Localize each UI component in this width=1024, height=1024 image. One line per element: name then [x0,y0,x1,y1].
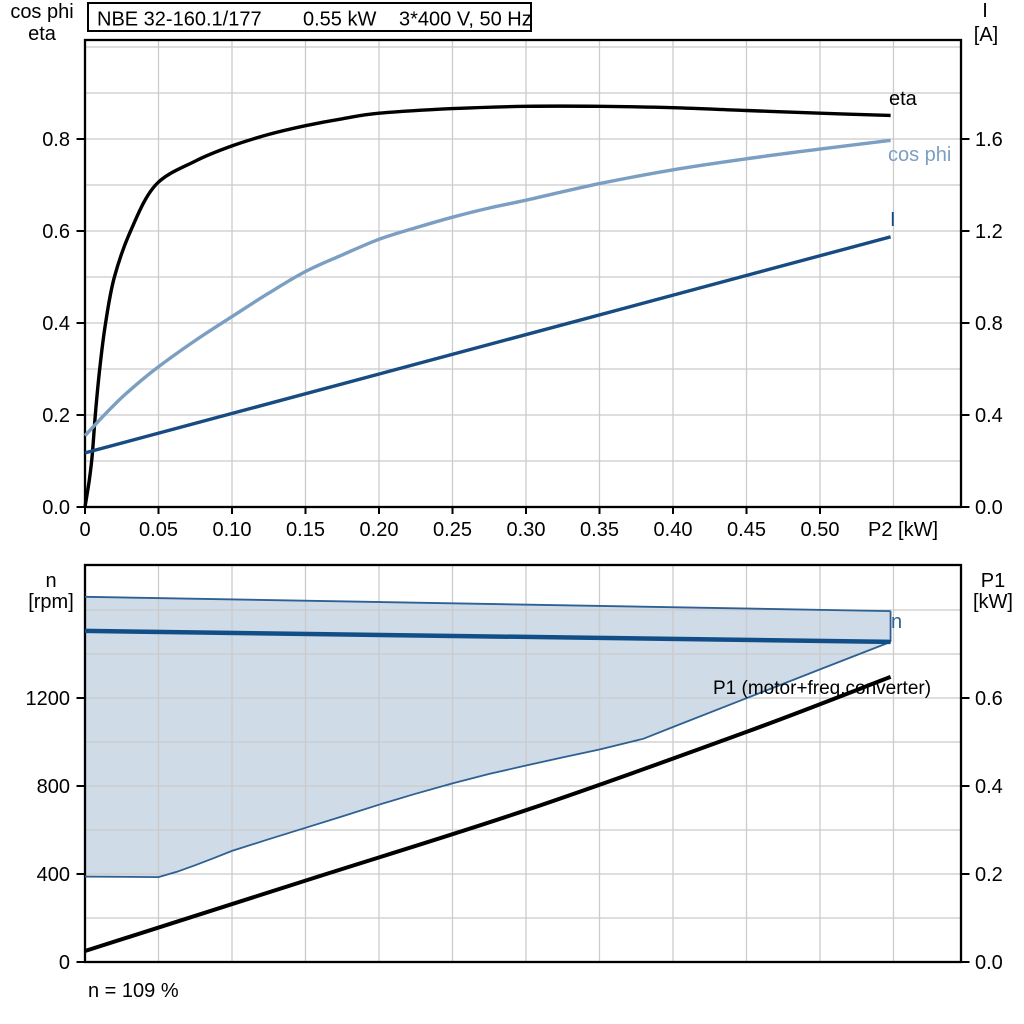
n-curve [84,628,891,645]
speed-range-upper-edge [84,595,891,612]
eta-curve [83,104,891,508]
title-box [87,2,532,32]
x-tick-label: 0.05 [139,519,178,541]
x-tick-label: 0.30 [507,519,546,541]
bottom-left-axis-title-rpm: [rpm] [28,591,74,613]
speed-note: n = 109 % [88,980,179,1002]
bottom-chart-frame [83,563,963,964]
speed-range-lower-edge [84,641,891,879]
eta-curve-label: eta [889,88,918,110]
y-left-tick-label: 0 [59,952,70,974]
y-right-tick-label: 0.6 [975,688,1003,710]
y-left-tick-label: 0.2 [42,405,70,427]
y-left-tick-label: 0.8 [42,129,70,151]
y-right-tick-label: 0.4 [975,776,1003,798]
y-left-tick-label: 800 [37,776,70,798]
y-right-tick-label: 0.4 [975,405,1003,427]
x-tick-label: 0.50 [801,519,840,541]
bottom-left-axis-title-n: n [45,570,56,592]
y-right-tick-label: 1.6 [975,129,1003,151]
bottom-right-axis-title-kw: [kW] [973,591,1013,613]
x-tick-label: 0 [79,519,90,541]
p1-curve-label: P1 (motor+freq.converter) [713,678,931,699]
p1-curve [84,675,892,953]
y-right-tick-label: 1.2 [975,221,1003,243]
y-left-tick-label: 0.6 [42,221,70,243]
x-tick-label: 0.10 [213,519,252,541]
y-left-tick-label: 0.0 [42,497,70,519]
bottom-chart: 0 400 800 1200 0.0 0.2 0.4 0.6 [26,563,1003,974]
cos-phi-curve-label: cos phi [888,144,951,166]
current-curve-label: I [890,209,896,231]
static-labels: cos phi eta I [A] NBE 32-160.1/177 0.55 … [10,0,1013,1002]
x-tick-label: 0.35 [580,519,619,541]
top-chart: 0 0.05 0.10 0.15 0.20 0.25 0.30 0.35 0.40 0.45 0.5… [42,38,1003,541]
title-power: 0.55 kW [303,9,376,31]
x-axis-label: P2 [kW] [868,519,938,541]
y-left-tick-label: 400 [37,864,70,886]
top-left-axis-title-eta: eta [28,23,57,45]
bottom-right-axis-title-p1: P1 [981,570,1005,592]
y-left-tick-label: 1200 [26,688,71,710]
x-tick-label: 0.45 [727,519,766,541]
y-right-tick-label: 0.0 [975,952,1003,974]
y-right-tick-label: 0.0 [975,497,1003,519]
x-tick-label: 0.25 [433,519,472,541]
top-right-axis-title-i: I [982,0,988,22]
title-supply: 3*400 V, 50 Hz [399,9,532,31]
top-left-axis-title-cosphi: cos phi [10,1,73,23]
n-curve-label: n [891,611,902,633]
speed-range-area [85,596,891,878]
x-tick-label: 0.20 [360,519,399,541]
y-left-tick-label: 0.4 [42,313,70,335]
top-right-axis-title-amps: [A] [974,24,998,46]
top-chart-frame [83,38,963,509]
current-curve [84,235,892,455]
y-right-tick-label: 0.8 [975,313,1003,335]
cos-phi-curve [83,138,891,437]
x-tick-label: 0.15 [286,519,325,541]
title-model: NBE 32-160.1/177 [97,9,262,31]
chart-title: NBE 32-160.1/177 0.55 kW 3*400 V, 50 Hz [97,9,532,31]
y-right-tick-label: 0.2 [975,864,1003,886]
x-tick-label: 0.40 [654,519,693,541]
